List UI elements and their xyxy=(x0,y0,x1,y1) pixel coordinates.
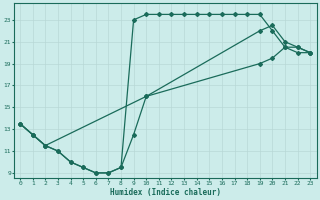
X-axis label: Humidex (Indice chaleur): Humidex (Indice chaleur) xyxy=(110,188,220,197)
